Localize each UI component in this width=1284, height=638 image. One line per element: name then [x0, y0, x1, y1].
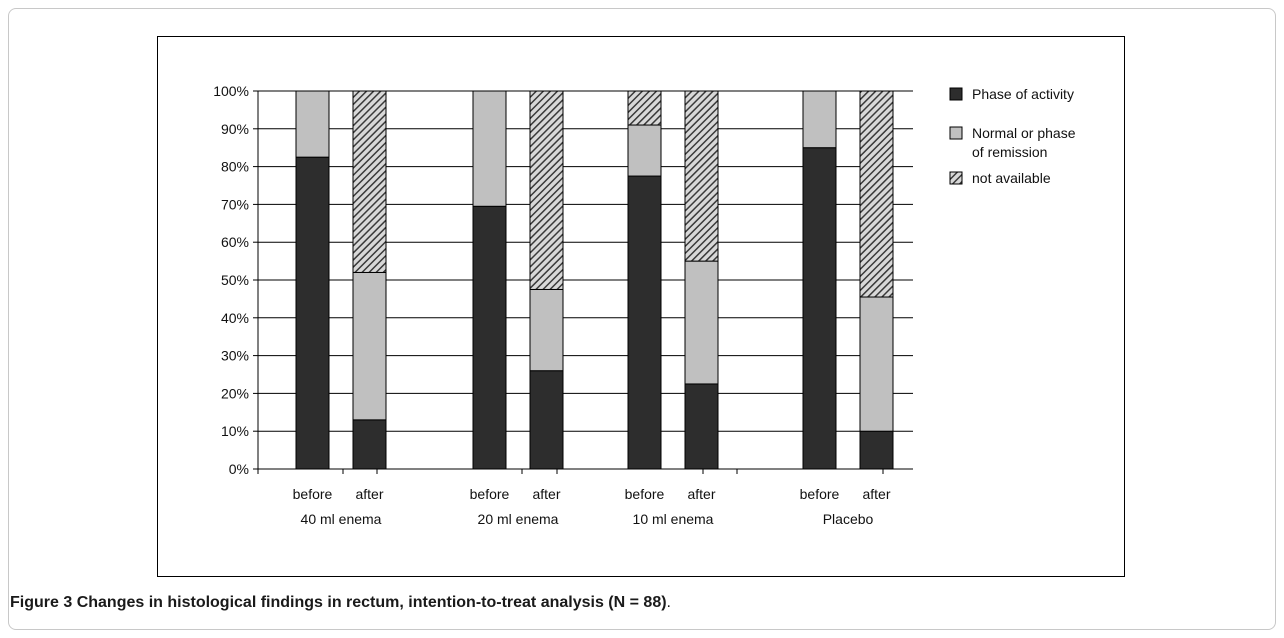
y-tick-label: 40% — [221, 310, 249, 326]
y-tick-label: 90% — [221, 121, 249, 137]
bar-segment — [684, 383, 719, 470]
x-category-label: after — [687, 486, 715, 502]
x-category-label: before — [293, 486, 333, 502]
x-group-label: 20 ml enema — [478, 511, 559, 527]
stacked-bar-chart: 0% 10% 20% 30% 40% 50% 60% 70% 80% 90% 100% before a… — [213, 83, 1076, 527]
bar-segment — [352, 419, 387, 470]
bar-segment — [295, 90, 330, 158]
bar-segment — [802, 147, 837, 470]
legend: Phase of activity Normal or phase of remis… — [949, 86, 1076, 186]
bar-segment — [859, 430, 894, 470]
y-tick-label: 60% — [221, 234, 249, 250]
figure-label: Figure 3 — [10, 594, 73, 611]
y-tick-label: 50% — [221, 272, 249, 288]
figure-caption: Figure 3 Changes in histological finding… — [10, 594, 1250, 612]
legend-swatch — [949, 126, 963, 140]
x-category-label: before — [625, 486, 665, 502]
bar-segment — [627, 175, 662, 470]
bar-segment — [627, 124, 662, 177]
bar-segment — [295, 156, 330, 470]
bar-segment — [802, 90, 837, 149]
x-category-label: after — [862, 486, 890, 502]
tick-labels: 0% 10% 20% 30% 40% 50% 60% 70% 80% 90% 100% before a… — [213, 83, 891, 527]
y-tick-label: 10% — [221, 423, 249, 439]
axes — [253, 90, 913, 474]
y-tick-label: 80% — [221, 159, 249, 175]
bar-segment — [684, 90, 719, 262]
y-tick-label: 30% — [221, 348, 249, 364]
bar-segment — [472, 205, 507, 470]
bar-segment — [472, 90, 507, 207]
y-tick-label: 0% — [229, 461, 249, 477]
caption-period: . — [666, 594, 671, 611]
bar-segment — [859, 296, 894, 432]
legend-label: Phase of activity — [972, 86, 1074, 102]
bar-segment — [684, 260, 719, 385]
legend-swatch — [949, 87, 963, 101]
bar-segment — [859, 90, 894, 298]
y-tick-label: 70% — [221, 196, 249, 212]
x-category-label: before — [800, 486, 840, 502]
bars — [295, 90, 894, 470]
y-tick-label: 20% — [221, 385, 249, 401]
bar-segment — [529, 370, 564, 470]
bar-segment — [529, 90, 564, 290]
x-group-label: 40 ml enema — [301, 511, 382, 527]
bar-segment — [627, 90, 662, 126]
legend-swatch — [949, 171, 963, 185]
chart-container: 0% 10% 20% 30% 40% 50% 60% 70% 80% 90% 100% before a… — [157, 36, 1125, 577]
legend-label: Normal or phase of remission — [972, 125, 1076, 160]
figure-caption-text: Changes in histological findings in rect… — [76, 594, 667, 611]
bar-segment — [352, 90, 387, 273]
bar-segment — [352, 271, 387, 421]
x-group-label: Placebo — [823, 511, 874, 527]
x-group-label: 10 ml enema — [633, 511, 714, 527]
x-category-label: after — [355, 486, 383, 502]
y-tick-label: 100% — [213, 83, 249, 99]
legend-label: not available — [972, 170, 1051, 186]
bar-segment — [529, 288, 564, 372]
x-category-label: after — [532, 486, 560, 502]
x-category-label: before — [470, 486, 510, 502]
